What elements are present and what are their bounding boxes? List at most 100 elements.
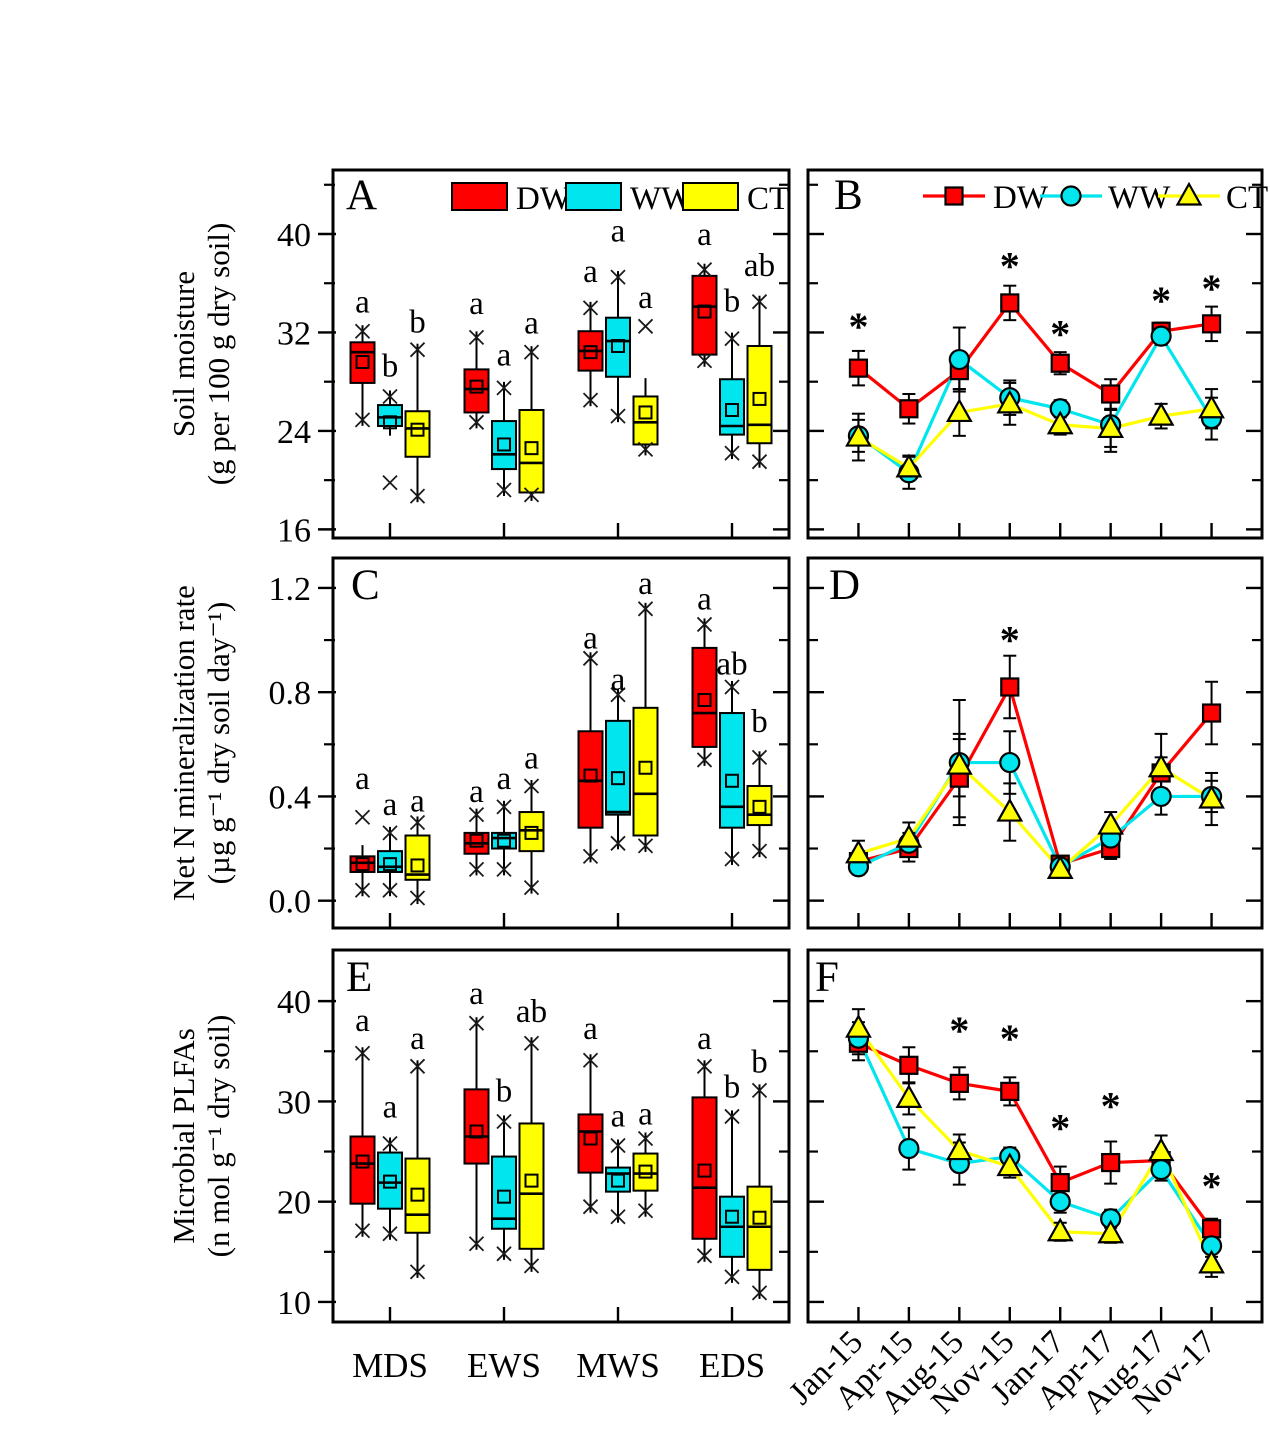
- series-CT-marker: [1046, 855, 1074, 879]
- percentile-x-marker: [751, 843, 768, 859]
- series-CT-marker: [1097, 414, 1125, 439]
- box-EDS-DW: [691, 1096, 718, 1240]
- box-MDS-DW: [349, 1135, 376, 1205]
- percentile-x-marker: [582, 1052, 599, 1068]
- series-CT-marker: [1198, 1249, 1225, 1274]
- percentile-x-marker: [523, 344, 540, 360]
- percentile-x-marker: [696, 1058, 713, 1074]
- percentile-x-marker: [382, 474, 398, 491]
- y-tick-label: 0.0: [269, 884, 312, 921]
- sig-letter: a: [583, 1011, 598, 1047]
- box-MDS-DW: [349, 341, 376, 384]
- y-tick-label: 24: [277, 414, 311, 451]
- mean-marker: [383, 857, 397, 872]
- mean-marker: [725, 773, 739, 788]
- sig-letter: b: [382, 349, 399, 385]
- panel-letter-c: C: [351, 562, 380, 609]
- sig-letter: b: [751, 704, 768, 740]
- percentile-x-marker: [610, 1209, 626, 1225]
- percentile-x-marker: [637, 601, 654, 617]
- series-CT-marker: [1046, 1217, 1074, 1242]
- box-MWS-CT: [632, 706, 659, 837]
- percentile-x-marker: [724, 330, 740, 347]
- series-WW-marker: [1150, 325, 1172, 347]
- series-CT-marker: [1097, 1219, 1125, 1244]
- series-DW-marker: [1050, 353, 1070, 373]
- series-DW-marker: [949, 1073, 969, 1093]
- panel-border: [331, 556, 791, 930]
- sig-letter: b: [724, 283, 741, 319]
- percentile-x-marker: [468, 807, 485, 823]
- sig-letter: b: [409, 304, 426, 340]
- sig-letter: b: [724, 1069, 741, 1105]
- panel-letter-e: E: [346, 954, 373, 1001]
- mean-marker: [638, 760, 653, 775]
- mean-marker: [752, 799, 767, 814]
- box-EDS-CT: [746, 784, 773, 827]
- mean-marker: [355, 857, 370, 872]
- percentile-x-marker: [496, 482, 512, 498]
- series-CT-marker: [1147, 401, 1175, 426]
- significance-asterisk: *: [848, 304, 868, 349]
- percentile-x-marker: [751, 1285, 768, 1301]
- sig-letter: ab: [516, 994, 547, 1030]
- significance-asterisk: *: [949, 1008, 969, 1053]
- sig-letter: a: [355, 285, 370, 321]
- percentile-x-marker: [610, 408, 626, 424]
- box-MWS-WW: [605, 1166, 631, 1193]
- percentile-x-marker: [751, 1082, 768, 1099]
- sig-letter: a: [355, 1003, 370, 1039]
- box-MWS-WW: [605, 316, 631, 378]
- series-CT-marker: [1097, 810, 1125, 835]
- percentile-x-marker: [354, 323, 371, 339]
- sig-letter: a: [469, 286, 484, 322]
- percentile-x-marker: [610, 1137, 626, 1154]
- percentile-x-marker: [409, 342, 426, 358]
- y-tick-label: 40: [277, 984, 311, 1021]
- significance-asterisk: *: [1151, 278, 1171, 323]
- percentile-x-marker: [724, 445, 740, 461]
- box-EDS-DW: [691, 646, 718, 748]
- sig-letter: b: [751, 1044, 768, 1080]
- sig-letter: a: [697, 1021, 712, 1057]
- percentile-x-marker: [496, 380, 512, 396]
- percentile-x-marker: [468, 861, 485, 878]
- box-MDS-WW: [377, 850, 403, 873]
- series-DW-marker: [848, 358, 869, 378]
- percentile-x-marker: [637, 1130, 654, 1147]
- percentile-x-marker: [751, 294, 768, 310]
- mean-marker: [697, 693, 712, 708]
- series-WW-marker: [948, 348, 970, 371]
- mean-marker: [752, 1210, 767, 1225]
- mean-marker: [524, 441, 539, 456]
- series-CT-marker: [1046, 410, 1074, 435]
- significance-asterisk: *: [1202, 1164, 1222, 1209]
- sig-letter: a: [497, 338, 512, 374]
- mean-marker: [355, 1154, 370, 1169]
- sig-letter: a: [697, 581, 712, 617]
- box-EWS-WW: [491, 1155, 517, 1230]
- legend-label-WW: WW: [1108, 180, 1171, 216]
- box-EDS-CT: [746, 345, 773, 445]
- percentile-x-marker: [582, 392, 599, 408]
- mean-marker: [583, 1131, 598, 1146]
- percentile-x-marker: [724, 1269, 740, 1285]
- y-tick-label: 0.4: [269, 779, 312, 816]
- x-category-label: MDS: [352, 1346, 428, 1385]
- box-MWS-CT: [632, 395, 659, 446]
- box-EWS-CT: [518, 811, 545, 853]
- mean-marker: [383, 415, 397, 430]
- series-WW-marker: [1150, 1158, 1172, 1181]
- panel-border: [331, 948, 791, 1324]
- sig-letter: ab: [716, 647, 747, 683]
- significance-asterisk: *: [1000, 1016, 1020, 1061]
- sig-letter: a: [469, 774, 484, 810]
- percentile-x-marker: [409, 890, 426, 906]
- sig-letter: a: [355, 761, 370, 797]
- mean-marker: [524, 825, 539, 840]
- series-WW-marker: [898, 1137, 920, 1160]
- series-WW-marker: [999, 751, 1021, 774]
- mean-marker: [469, 1124, 484, 1139]
